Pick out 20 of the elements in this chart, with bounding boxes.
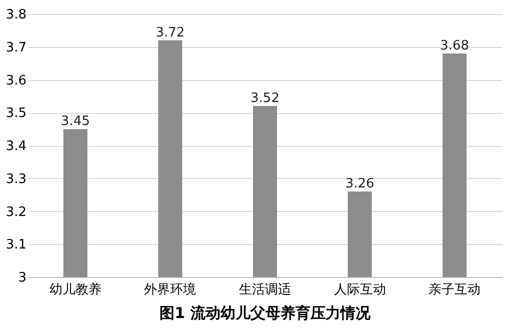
y-tick-label: 3.3 [6, 172, 26, 187]
y-tick-label: 3.8 [6, 8, 26, 22]
x-tick-label: 亲子互动 [428, 282, 481, 298]
x-tick-label: 生活调适 [239, 282, 291, 298]
data-label: 3.68 [440, 38, 470, 54]
data-label: 3.26 [345, 176, 374, 192]
y-tick-label: 3.7 [6, 40, 26, 56]
x-tick-label: 人际互动 [334, 282, 386, 298]
x-tick-label: 外界环境 [144, 282, 196, 298]
y-tick-label: 3.4 [6, 139, 26, 154]
data-label: 3.52 [250, 91, 280, 106]
y-tick-label: 3.2 [6, 204, 26, 220]
y-tick-label: 3.1 [6, 238, 26, 253]
y-tick-label: 3.6 [6, 73, 26, 88]
y-tick-label: 3 [18, 270, 26, 286]
data-label: 3.45 [60, 114, 90, 130]
y-tick-label: 3.5 [6, 106, 26, 122]
text: 图1 流动幼儿父母养育压力情况 [160, 304, 372, 322]
data-label: 3.72 [156, 25, 185, 40]
x-tick-label: 幼儿教养 [49, 282, 102, 298]
